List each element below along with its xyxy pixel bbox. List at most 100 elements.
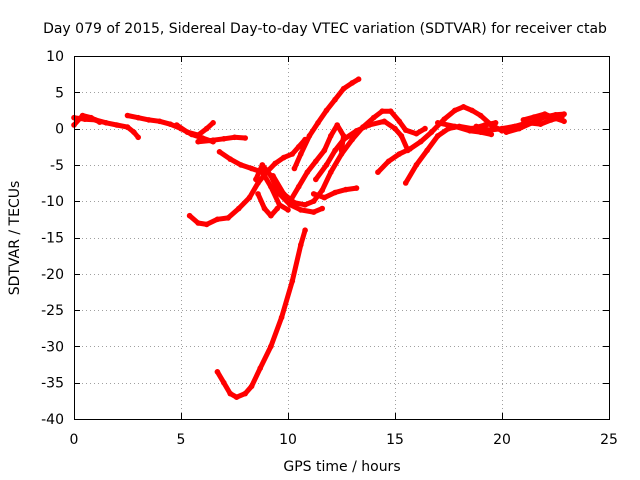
data-point [537, 121, 544, 127]
data-point [261, 205, 268, 212]
y-tick-labels: 10 5 0 -5 -10 -15 -20 -25 -30 -35 -40 [41, 49, 64, 428]
data-point [96, 119, 103, 125]
data-point [435, 120, 441, 126]
data-point [221, 136, 227, 142]
data-point [349, 80, 356, 86]
data-point [203, 221, 210, 228]
data-point [227, 390, 233, 397]
data-point [488, 131, 495, 138]
data-point [340, 85, 347, 92]
data-point [302, 202, 308, 208]
data-point [214, 216, 221, 223]
data-point [253, 176, 259, 183]
data-point [435, 133, 441, 139]
data-point [248, 165, 255, 172]
data-point [270, 173, 276, 179]
data-point [257, 365, 264, 372]
data-point [355, 76, 362, 82]
data-point [473, 123, 480, 130]
data-point [323, 107, 330, 114]
x-tick-label: 20 [493, 432, 511, 448]
data-point [289, 151, 296, 157]
grid-lines [74, 56, 609, 419]
data-point [328, 133, 334, 139]
data-point [103, 120, 109, 126]
series-line-arc-10 [255, 191, 280, 219]
data-point [195, 220, 201, 226]
data-point [298, 207, 304, 213]
data-point [295, 144, 302, 150]
x-axis-label: GPS time / hours [283, 459, 400, 475]
data-point [302, 227, 308, 233]
y-axis-label: SDTVAR / TECUs [7, 181, 23, 296]
data-point [319, 187, 326, 194]
data-point [460, 104, 467, 110]
series-line-arc-15 [313, 118, 411, 182]
data-point [278, 314, 285, 321]
data-point [135, 134, 141, 141]
data-point [407, 146, 413, 152]
y-tick-label: -5 [50, 158, 64, 174]
data-point [242, 390, 248, 397]
data-point [375, 169, 381, 175]
data-point [210, 120, 216, 126]
y-tick-label: -25 [41, 303, 64, 319]
data-point [396, 118, 403, 125]
data-point [349, 136, 356, 143]
data-point [387, 108, 394, 114]
data-point [274, 205, 281, 212]
data-point [332, 96, 338, 103]
data-point [287, 198, 293, 204]
data-point [343, 186, 349, 193]
data-point [486, 127, 493, 133]
data-point [381, 118, 388, 125]
data-point [340, 136, 347, 143]
data-point [413, 162, 420, 168]
data-point [452, 107, 458, 114]
data-point [379, 108, 386, 114]
data-point [328, 169, 334, 175]
data-point [268, 343, 274, 350]
data-point [552, 115, 559, 122]
data-point [156, 118, 163, 125]
data-point [520, 117, 527, 123]
y-tick-label: -30 [41, 339, 64, 355]
data-point [338, 147, 345, 154]
data-point [313, 158, 319, 165]
data-point [227, 156, 233, 162]
data-point [422, 125, 428, 132]
data-point [516, 125, 522, 132]
data-point [392, 125, 398, 132]
data-point [366, 122, 373, 128]
data-point [246, 194, 253, 201]
data-point [402, 180, 409, 186]
data-point [88, 114, 94, 121]
data-point [529, 120, 535, 126]
data-point [298, 242, 304, 248]
chart-title: Day 079 of 2015, Sidereal Day-to-day VTE… [43, 21, 607, 37]
data-point [469, 107, 475, 114]
data-point [259, 162, 266, 168]
series-layer [71, 76, 567, 401]
data-point [210, 137, 216, 143]
data-point [291, 165, 298, 172]
data-point [131, 129, 137, 135]
x-tick-label: 15 [386, 432, 404, 448]
data-point [353, 128, 360, 134]
data-point [291, 199, 298, 206]
data-point [221, 379, 227, 386]
data-point [268, 212, 274, 219]
y-tick-label: -35 [41, 376, 64, 392]
data-point [214, 369, 221, 375]
data-point [467, 128, 473, 134]
data-point [402, 127, 409, 133]
data-point [236, 205, 242, 212]
data-point [398, 133, 405, 139]
y-tick-label: 5 [55, 85, 64, 101]
x-tick-labels: 0 5 10 15 20 25 [70, 432, 618, 448]
axis-ticks [74, 56, 610, 420]
data-point [304, 169, 311, 175]
y-tick-label: 0 [55, 122, 64, 138]
data-point [561, 118, 567, 125]
